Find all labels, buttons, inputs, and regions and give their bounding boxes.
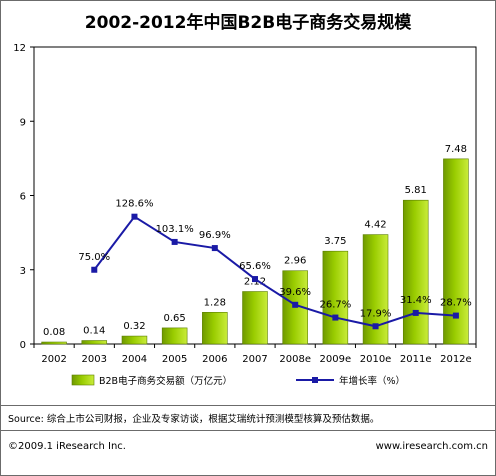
legend-line-label: 年增长率（%） <box>339 375 405 387</box>
growth-point <box>412 309 419 316</box>
x-tick-label: 2003 <box>82 354 107 365</box>
growth-point <box>131 213 138 220</box>
bar-value-label: 5.81 <box>405 185 427 196</box>
growth-label: 26.7% <box>319 300 351 311</box>
divider-top <box>0 405 496 406</box>
growth-label: 17.9% <box>360 308 392 319</box>
y-tick-label: 3 <box>20 266 26 277</box>
y-tick-label: 12 <box>13 43 26 54</box>
growth-label: 39.6% <box>279 287 311 298</box>
growth-point <box>211 245 218 252</box>
divider-bottom <box>0 430 496 431</box>
legend-bar-swatch <box>71 374 95 386</box>
growth-point <box>332 314 339 321</box>
bar <box>242 291 268 345</box>
x-tick-label: 2002 <box>41 354 66 365</box>
x-tick-label: 2008e <box>279 354 311 365</box>
x-tick-label: 2006 <box>202 354 227 365</box>
bar <box>161 327 188 345</box>
chart-plot: 0369120.080.140.320.651.282.122.963.754.… <box>13 43 477 387</box>
chart-title: 2002-2012年中国B2B电子商务交易规模 <box>84 13 412 33</box>
source-note: Source: 综合上市公司财报，企业及专家访谈，根据艾瑞统计预测模型核算及预估… <box>8 414 380 425</box>
bar-value-label: 7.48 <box>445 144 467 155</box>
y-tick-label: 0 <box>20 340 26 351</box>
x-tick-label: 2009e <box>320 354 352 365</box>
bar-value-label: 0.14 <box>83 326 105 337</box>
x-tick-label: 2010e <box>360 354 392 365</box>
x-tick-label: 2011e <box>400 354 432 365</box>
growth-point <box>91 266 98 273</box>
growth-point <box>252 276 258 283</box>
growth-point <box>292 301 299 308</box>
bar <box>202 312 228 345</box>
bar-value-label: 3.75 <box>324 236 346 247</box>
bar <box>322 250 349 345</box>
bar-value-label: 4.42 <box>364 220 386 231</box>
x-tick-label: 2007 <box>242 354 267 365</box>
bar-value-label: 2.96 <box>284 256 306 267</box>
x-tick-label: 2012e <box>440 354 472 365</box>
growth-label: 75.0% <box>78 252 110 263</box>
y-tick-label: 6 <box>20 192 26 203</box>
bar-value-label: 1.28 <box>204 297 226 308</box>
growth-label: 103.1% <box>156 224 194 235</box>
bar-value-label: 0.65 <box>164 313 186 324</box>
y-tick-label: 9 <box>20 117 26 128</box>
growth-line <box>93 215 456 328</box>
growth-label: 31.4% <box>400 295 432 306</box>
growth-label: 65.6% <box>239 261 271 272</box>
x-tick-label: 2004 <box>122 354 147 365</box>
growth-label: 128.6% <box>115 199 153 210</box>
bar-value-label: 0.32 <box>123 321 145 332</box>
bar <box>41 341 67 345</box>
bar <box>121 335 148 345</box>
legend-bar-label: B2B电子商务交易额（万亿元） <box>99 375 232 387</box>
x-tick-label: 2005 <box>162 354 187 365</box>
growth-label: 28.7% <box>440 298 472 309</box>
legend-line-marker <box>312 377 318 383</box>
growth-point <box>372 323 379 330</box>
bar <box>81 340 108 345</box>
growth-point <box>452 312 459 319</box>
bar <box>402 199 429 345</box>
copyright: ©2009.1 iResearch Inc. <box>8 441 126 452</box>
growth-label: 96.9% <box>199 230 231 241</box>
bar-value-label: 0.08 <box>43 327 65 338</box>
website: www.iresearch.com.cn <box>375 441 488 452</box>
growth-point <box>171 238 178 245</box>
